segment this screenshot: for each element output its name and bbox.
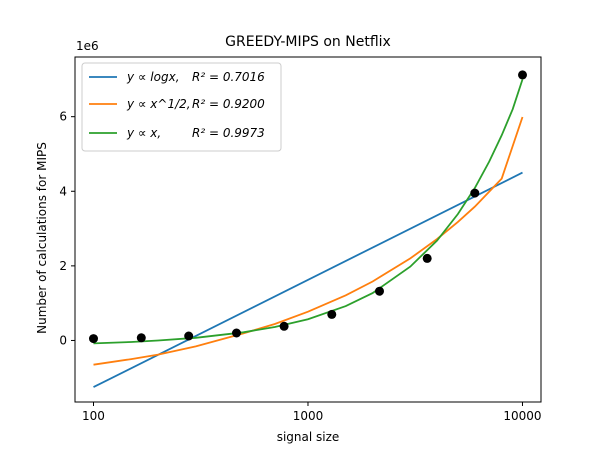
axis-ticks: 100 1000 10000 0 2 4 6: [59, 110, 541, 423]
plot-area-frame: [74, 56, 542, 403]
chart-title: GREEDY-MIPS on Netflix: [225, 34, 391, 50]
y-tick-label: 0: [59, 333, 67, 347]
y-axis-label: Number of calculations for MIPS: [35, 142, 49, 334]
data-point: [232, 328, 241, 338]
data-point: [136, 333, 146, 343]
data-point: [470, 188, 480, 198]
series-lines: [93, 79, 524, 388]
legend-r2-sqrt: R² = 0.9200: [192, 97, 265, 111]
data-point: [375, 286, 384, 296]
series-line-sqrt_fit: [93, 116, 524, 366]
data-point: [518, 70, 527, 80]
x-tick-label: 10000: [503, 409, 541, 423]
y-tick-label: 4: [59, 184, 67, 198]
x-axis-label: signal size: [277, 430, 340, 444]
y-offset-label: 1e6: [76, 39, 99, 53]
y-tick-label: 6: [59, 110, 67, 124]
data-point: [327, 309, 337, 319]
data-point: [89, 334, 98, 344]
y-tick-label: 2: [59, 259, 67, 273]
legend-label-logx: y ∝ logx,: [126, 70, 180, 84]
legend-label-linear: y ∝ x,: [126, 126, 161, 140]
legend: y ∝ logx, R² = 0.7016 y ∝ x^1/2, R² = 0.…: [81, 62, 282, 152]
x-tick-label: 100: [82, 409, 105, 423]
legend-r2-logx: R² = 0.7016: [192, 70, 265, 84]
legend-label-sqrt: y ∝ x^1/2,: [126, 97, 191, 111]
series-line-linear_fit: [93, 79, 524, 345]
legend-r2-linear: R² = 0.9973: [192, 126, 265, 140]
data-point: [279, 321, 289, 331]
data-points: [89, 70, 527, 344]
data-point: [184, 331, 194, 341]
legend-box: [81, 62, 282, 152]
data-point: [422, 253, 432, 263]
series-line-logx_fit: [93, 171, 523, 388]
x-tick-label: 1000: [293, 409, 324, 423]
